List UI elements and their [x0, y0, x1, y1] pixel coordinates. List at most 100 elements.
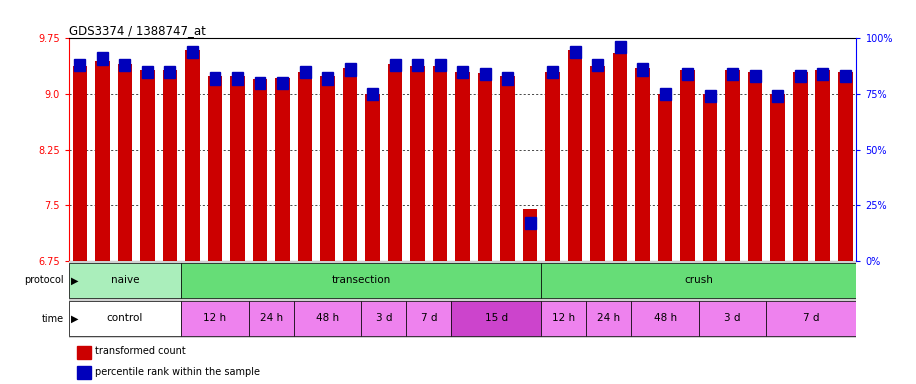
- Bar: [255, 77, 266, 89]
- Bar: [294, 301, 361, 336]
- Bar: [230, 76, 245, 261]
- Bar: [681, 70, 695, 261]
- Bar: [727, 68, 738, 80]
- Bar: [586, 301, 631, 336]
- Bar: [502, 72, 513, 84]
- Text: control: control: [107, 313, 143, 323]
- Bar: [321, 76, 335, 261]
- Bar: [772, 90, 783, 103]
- Bar: [387, 65, 402, 261]
- Bar: [699, 301, 767, 336]
- Bar: [434, 59, 445, 71]
- Text: ▶: ▶: [71, 314, 78, 324]
- Text: 3 d: 3 d: [376, 313, 392, 323]
- Bar: [249, 301, 294, 336]
- Bar: [72, 66, 87, 261]
- Text: crush: crush: [684, 275, 714, 285]
- Bar: [322, 72, 333, 84]
- Bar: [344, 63, 355, 76]
- Text: GDS3374 / 1388747_at: GDS3374 / 1388747_at: [69, 24, 205, 37]
- Bar: [208, 76, 223, 261]
- Bar: [568, 50, 583, 261]
- Bar: [658, 94, 672, 261]
- Text: transformed count: transformed count: [95, 346, 186, 356]
- Bar: [592, 59, 603, 71]
- Bar: [525, 217, 536, 229]
- Text: transection: transection: [332, 275, 391, 285]
- Text: 48 h: 48 h: [654, 313, 677, 323]
- Text: 7 d: 7 d: [420, 313, 437, 323]
- Bar: [181, 263, 541, 298]
- Text: naive: naive: [111, 275, 139, 285]
- Bar: [97, 52, 108, 65]
- Bar: [232, 72, 243, 84]
- Bar: [767, 301, 856, 336]
- Bar: [795, 70, 806, 83]
- Bar: [365, 94, 380, 261]
- Bar: [455, 72, 470, 261]
- Bar: [703, 94, 717, 261]
- Bar: [119, 59, 130, 71]
- Bar: [407, 301, 452, 336]
- Text: time: time: [42, 314, 64, 324]
- Text: protocol: protocol: [25, 275, 64, 285]
- Text: 3 d: 3 d: [725, 313, 741, 323]
- Text: 15 d: 15 d: [485, 313, 507, 323]
- Bar: [523, 209, 538, 261]
- Bar: [253, 79, 267, 261]
- Bar: [747, 72, 762, 261]
- Bar: [165, 66, 176, 78]
- Text: 7 d: 7 d: [803, 313, 820, 323]
- Bar: [545, 72, 560, 261]
- Bar: [704, 90, 715, 103]
- Text: ▶: ▶: [71, 275, 78, 285]
- Bar: [682, 68, 693, 80]
- Bar: [615, 41, 626, 53]
- Bar: [185, 50, 200, 261]
- Bar: [570, 46, 581, 58]
- Bar: [457, 66, 468, 78]
- Bar: [74, 59, 85, 71]
- Bar: [432, 66, 447, 261]
- Bar: [117, 65, 132, 261]
- Bar: [817, 68, 828, 80]
- Bar: [547, 66, 558, 78]
- Bar: [389, 59, 400, 71]
- Text: 48 h: 48 h: [316, 313, 339, 323]
- Bar: [815, 70, 830, 261]
- Text: 12 h: 12 h: [552, 313, 575, 323]
- Bar: [478, 73, 493, 261]
- Bar: [480, 68, 491, 80]
- Bar: [660, 88, 671, 100]
- Bar: [300, 66, 311, 78]
- Bar: [770, 94, 785, 261]
- Bar: [140, 70, 155, 261]
- Text: 24 h: 24 h: [260, 313, 283, 323]
- Text: 12 h: 12 h: [203, 313, 226, 323]
- Bar: [142, 66, 153, 78]
- Bar: [343, 68, 357, 261]
- Bar: [613, 53, 627, 261]
- Bar: [181, 301, 249, 336]
- Bar: [210, 72, 221, 84]
- Text: 24 h: 24 h: [597, 313, 620, 323]
- Bar: [725, 70, 740, 261]
- Bar: [275, 78, 289, 261]
- Bar: [541, 301, 586, 336]
- Bar: [69, 301, 181, 336]
- Bar: [69, 263, 181, 298]
- Bar: [77, 366, 91, 379]
- Bar: [749, 70, 760, 83]
- Bar: [277, 77, 288, 89]
- Bar: [631, 301, 699, 336]
- Bar: [298, 72, 312, 261]
- Bar: [95, 61, 110, 261]
- Bar: [361, 301, 407, 336]
- Text: percentile rank within the sample: percentile rank within the sample: [95, 367, 260, 377]
- Bar: [163, 70, 178, 261]
- Bar: [590, 66, 605, 261]
- Bar: [793, 72, 808, 261]
- Bar: [77, 346, 91, 359]
- Bar: [187, 46, 198, 58]
- Bar: [410, 66, 425, 261]
